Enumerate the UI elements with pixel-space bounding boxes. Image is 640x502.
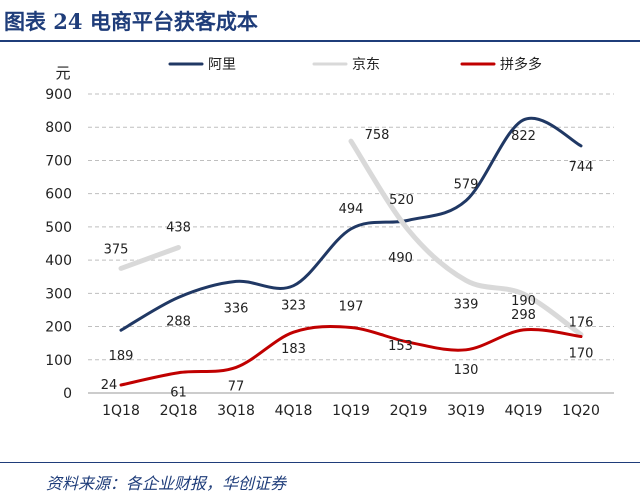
y-tick-label: 400 <box>45 253 72 269</box>
data-label-jd: 298 <box>511 308 536 323</box>
line-chart: 0 100 200 300 400 500 600 700 800 900 1Q18 2Q18 3Q18… <box>45 56 614 419</box>
series-line-ali <box>119 116 583 332</box>
x-tick-label: 1Q19 <box>332 403 370 419</box>
x-tick-label: 1Q18 <box>102 403 140 419</box>
y-tick-label: 800 <box>45 120 72 136</box>
data-label-ali: 822 <box>511 129 536 144</box>
data-label-pdd: 190 <box>511 294 536 309</box>
x-tick-label: 4Q18 <box>275 403 313 419</box>
x-tick-label: 1Q20 <box>562 403 600 419</box>
data-label-ali: 520 <box>389 193 414 208</box>
figure-header: 图表 24 电商平台获客成本 <box>0 0 640 42</box>
data-label-ali: 336 <box>224 301 249 316</box>
data-label-ali: 323 <box>281 299 306 314</box>
data-label-pdd: 24 <box>101 378 118 393</box>
data-label-pdd: 130 <box>454 363 479 378</box>
x-tick-label: 2Q19 <box>390 403 428 419</box>
data-label-ali: 189 <box>109 349 134 364</box>
legend-label: 京东 <box>352 57 380 73</box>
y-tick-label: 0 <box>63 386 72 402</box>
data-label-jd: 490 <box>388 251 413 266</box>
y-tick-label: 600 <box>45 187 72 203</box>
y-tick-label: 300 <box>45 286 72 302</box>
series-line-pdd <box>119 325 583 387</box>
data-label-jd: 375 <box>104 242 129 257</box>
data-label-ali: 579 <box>454 178 479 193</box>
data-label-ali: 288 <box>166 314 191 329</box>
title-divider <box>0 40 640 42</box>
data-label-ali: 744 <box>569 160 594 175</box>
legend-label: 阿里 <box>208 57 236 73</box>
series-line-jd <box>118 244 181 271</box>
y-tick-label: 100 <box>45 353 72 369</box>
y-tick-label: 500 <box>45 220 72 236</box>
data-label-jd: 438 <box>166 220 191 235</box>
x-tick-label: 4Q19 <box>505 403 543 419</box>
data-label-ali: 494 <box>339 202 364 217</box>
data-label-pdd: 61 <box>170 386 187 401</box>
legend-label: 拼多多 <box>500 56 542 73</box>
x-tick-label: 2Q18 <box>160 403 198 419</box>
data-label-jd: 339 <box>454 297 479 312</box>
x-tick-label: 3Q18 <box>217 403 255 419</box>
figure-title: 图表 24 电商平台获客成本 <box>4 9 258 34</box>
x-tick-label: 3Q19 <box>447 403 485 419</box>
y-tick-label: 700 <box>45 153 72 169</box>
data-label-pdd: 170 <box>569 347 594 362</box>
data-label-jd: 176 <box>569 316 594 331</box>
y-tick-label: 900 <box>45 87 72 103</box>
source-divider <box>0 462 640 463</box>
data-label-pdd: 197 <box>339 300 364 315</box>
y-unit-label: 元 <box>55 64 70 82</box>
source-note: 资料来源：各企业财报，华创证券 <box>46 474 287 493</box>
series-line-jd <box>348 138 584 338</box>
data-label-pdd: 77 <box>228 379 245 394</box>
data-label-pdd: 183 <box>281 342 306 357</box>
data-label-jd: 758 <box>365 128 390 143</box>
data-label-pdd: 153 <box>388 339 413 354</box>
y-tick-label: 200 <box>45 320 72 336</box>
